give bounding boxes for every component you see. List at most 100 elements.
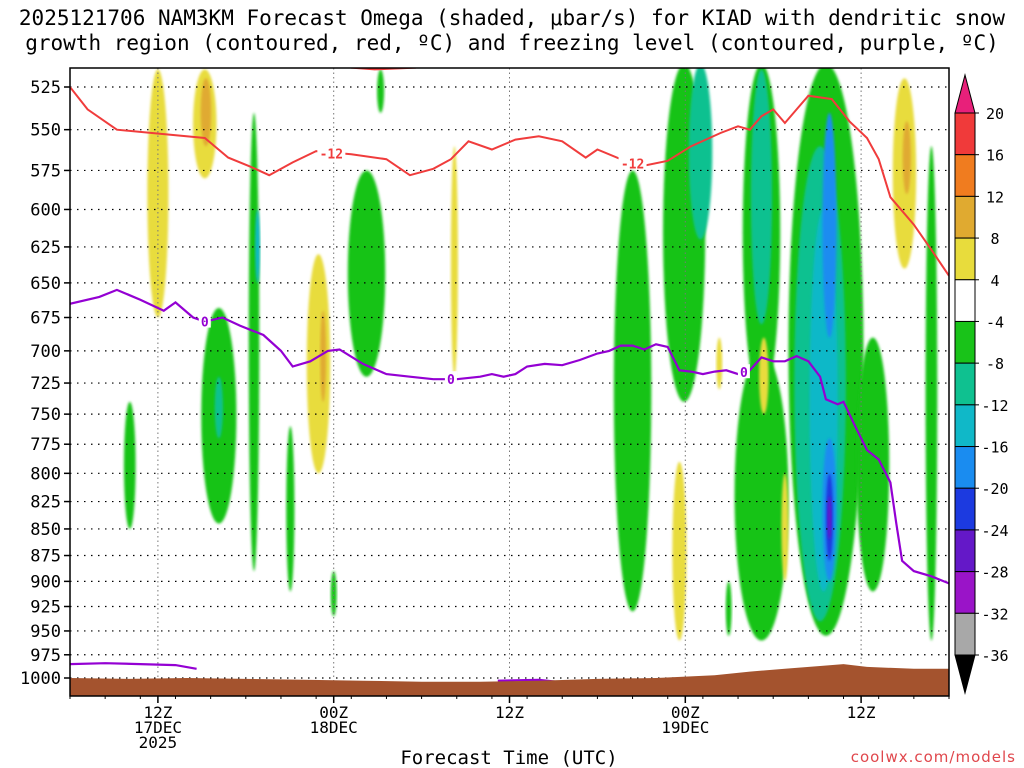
ytick-label-575: 575: [30, 161, 61, 181]
omega-region-31: [672, 461, 687, 641]
colorbar-box-9: [954, 487, 976, 531]
omega-region-8: [286, 426, 295, 592]
dendritic-label-1: -12: [621, 157, 644, 172]
colorbar-box-5: [954, 320, 976, 364]
ytick-label-875: 875: [30, 547, 61, 567]
dendritic-label-bg-1: [618, 155, 647, 170]
colorbar-box-7: [954, 404, 976, 448]
freezing-label-bg-1: [444, 371, 457, 386]
xtick-label-0-1: 17DEC: [134, 718, 182, 737]
colorbar-box-11: [954, 571, 976, 614]
omega-region-0: [147, 69, 169, 318]
colorbar-label-4: 4: [990, 272, 999, 290]
colorbar-box-6: [954, 362, 976, 406]
terrain: [70, 664, 949, 696]
omega-region-24: [822, 112, 837, 338]
ytick-label-775: 775: [30, 435, 61, 455]
omega-region-10: [320, 310, 327, 402]
colorbar-label-8: -16: [981, 439, 1008, 457]
colorbar-box-10: [954, 529, 976, 573]
omega-region-3: [248, 112, 260, 572]
omega-region-29: [925, 146, 938, 641]
colorbar-box-1: [954, 154, 976, 197]
freezing-contour-line: [70, 288, 949, 585]
colorbar: 20 16 12 8 4 -4 -8 -12 -16 -20 -24 -28 -32 -36: [954, 73, 1009, 695]
omega-region-15: [613, 170, 652, 612]
omega-region-2: [200, 78, 212, 147]
ytick-label-700: 700: [30, 342, 61, 362]
xtick-label-2-0: 12Z: [495, 703, 524, 722]
xtick-label-1-0: 00Z: [319, 703, 348, 722]
omega-region-19: [750, 69, 773, 325]
ytick-label-825: 825: [30, 493, 61, 513]
omega-region-27: [827, 495, 832, 540]
colorbar-label-13: -36: [981, 647, 1008, 665]
ytick-label-625: 625: [30, 238, 61, 258]
omega-region-7: [214, 376, 223, 439]
omega-region-12: [330, 571, 337, 617]
omega-region-30: [725, 581, 732, 636]
ytick-label-725: 725: [30, 374, 61, 394]
omega-region-32: [716, 337, 723, 390]
colorbar-box-3: [954, 237, 976, 281]
omega-region-34: [781, 473, 789, 582]
ytick-label-925: 925: [30, 597, 61, 617]
omega-region-5: [123, 401, 136, 529]
colorbar-top-arrow: [954, 73, 976, 114]
xtick-label-3-0: 00Z: [671, 703, 700, 722]
ytick-label-750: 750: [30, 405, 61, 425]
omega-region-28: [856, 337, 890, 592]
ytick-label-1000: 1000: [20, 669, 61, 689]
colorbar-label-3: 8: [990, 230, 999, 248]
omega-region-4: [255, 209, 260, 283]
contours: -12 -12 0 0 0: [70, 60, 949, 683]
ytick-label-975: 975: [30, 646, 61, 666]
ytick-label-525: 525: [30, 78, 61, 98]
dendritic-contour-top-right: [879, 60, 914, 65]
dendritic-label-0: -12: [320, 148, 343, 163]
colorbar-label-10: -24: [981, 522, 1008, 540]
ytick-label-950: 950: [30, 622, 61, 642]
grid-lines: [70, 68, 949, 696]
xtick-label-3-1: 19DEC: [661, 718, 709, 737]
freezing-contour-bottom: [70, 662, 197, 670]
xtick-label-4-0: 12Z: [847, 703, 876, 722]
colorbar-bottom-arrow: [954, 654, 976, 695]
omega-region-11: [347, 170, 386, 377]
omega-region-13: [377, 69, 385, 113]
omega-region-17: [688, 68, 713, 240]
xtick-label-0-2: 2025: [139, 733, 178, 752]
colorbar-label-9: -20: [981, 480, 1008, 498]
dendritic-contour-top: [349, 68, 418, 71]
ytick-label-850: 850: [30, 520, 61, 540]
freezing-label-2: 0: [740, 366, 748, 381]
colorbar-label-2: 12: [986, 188, 1004, 206]
xtick-label-0-0: 12Z: [143, 703, 172, 722]
ytick-label-800: 800: [30, 464, 61, 484]
colorbar-label-7: -12: [981, 397, 1008, 415]
colorbar-box-2: [954, 195, 976, 239]
omega-region-36: [902, 121, 911, 195]
terrain-fill: [70, 664, 949, 696]
colorbar-label-0: 20: [986, 105, 1004, 123]
y-axis: 525 550 575 600 625 650 675 700 725 750 775 800 825 8…: [20, 78, 70, 689]
colorbar-box-8: [954, 446, 976, 489]
ytick-label-650: 650: [30, 274, 61, 294]
colorbar-box-0: [954, 112, 976, 156]
omega-shading: [123, 68, 938, 641]
colorbar-label-12: -32: [981, 605, 1008, 623]
xtick-label-1-1: 18DEC: [310, 718, 358, 737]
omega-region-9: [306, 254, 331, 474]
omega-region-14: [450, 146, 458, 377]
colorbar-label-11: -28: [981, 564, 1008, 582]
omega-region-33: [759, 337, 769, 415]
site-credit: coolwx.com/models: [850, 748, 1016, 766]
x-axis-label: Forecast Time (UTC): [400, 747, 617, 768]
ytick-label-550: 550: [30, 121, 61, 141]
ytick-label-900: 900: [30, 572, 61, 592]
freezing-label-1: 0: [447, 373, 455, 388]
dendritic-contour-line: [70, 86, 949, 277]
colorbar-box-12: [954, 612, 976, 656]
